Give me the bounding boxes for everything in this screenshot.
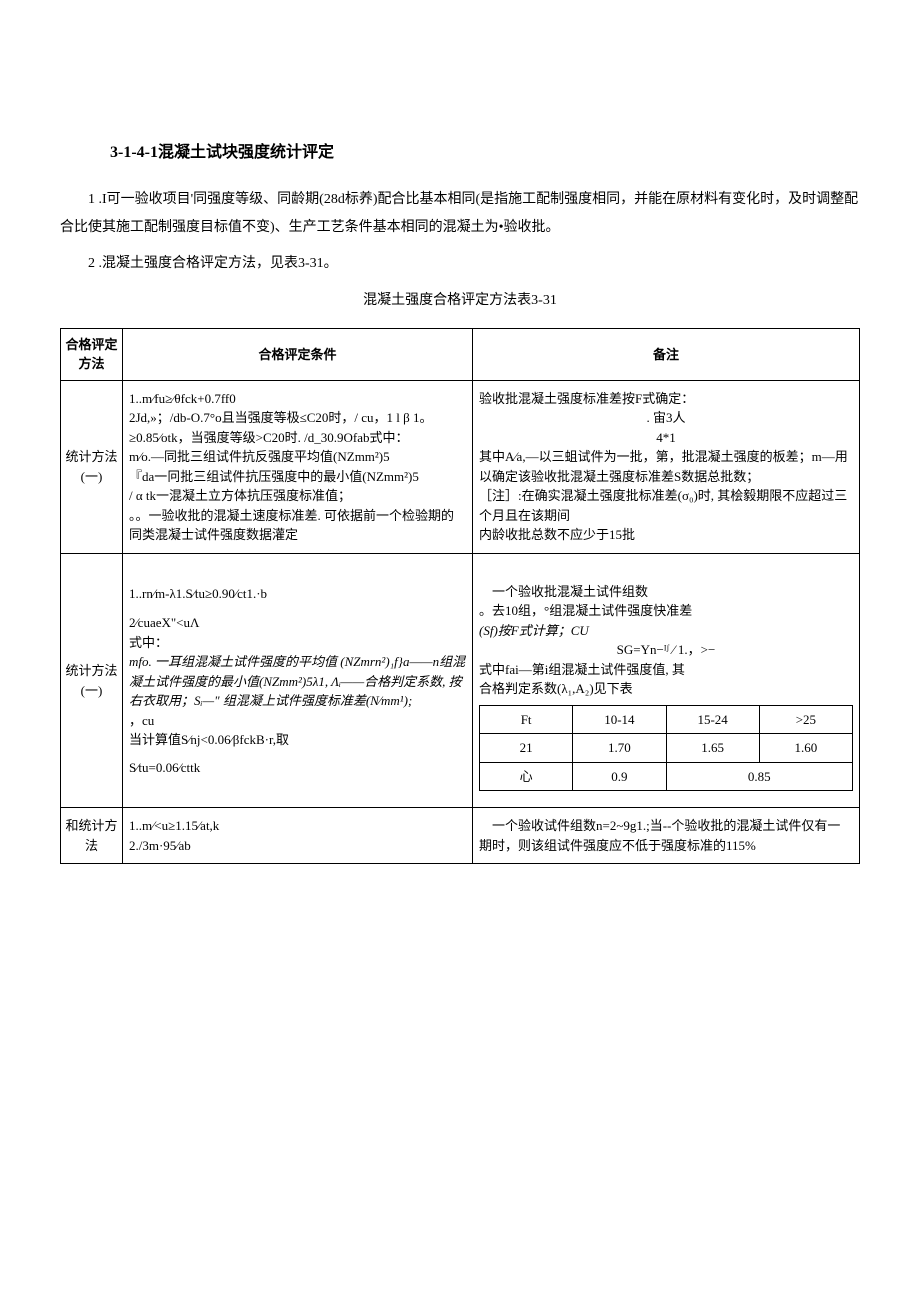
- row3-method: 和统计方法: [61, 808, 123, 864]
- header-condition: 合格评定条件: [123, 328, 473, 380]
- row1-cond-line5: / α tk一混凝土立方体抗压强度标准值；: [129, 486, 466, 506]
- inner-r1c3: 15-24: [666, 705, 759, 734]
- row2-cond-line2: 2⁄cuaeX"<uΛ: [129, 613, 466, 633]
- row1-cond-line6: 。。一验收批的混凝土速度标准差. 可依据前一个检验期的同类混凝士试件强度数据灌定: [129, 506, 466, 545]
- row1-cond-line4: 『da一冋批三组试件抗压强度中的最小值(NZmm²)5: [129, 467, 466, 487]
- row1-rem-line2: . 宙3人: [479, 408, 853, 428]
- row2-remarks: 一个验收批混凝土试件组数 。去10组，°组混凝土试件强度快准差 (Sf)按F式计…: [473, 553, 860, 808]
- coefficient-table: Ft 10-14 15-24 >25 21 1.70 1.65 1.60 心 0…: [479, 705, 853, 800]
- inner-r3c2: 0.9: [573, 762, 666, 791]
- row2-rem-line4: SG=Yn−ᴵᶴ ⁄ 1.，>−: [479, 640, 853, 660]
- row1-method: 统计方法(一): [61, 380, 123, 553]
- header-method: 合格评定方法: [61, 328, 123, 380]
- row1-rem-line5: ［注］:在确实混凝土强度批标准差(σ₀)时, 其桧毅期限不应超过三个月且在该期间: [479, 486, 853, 525]
- row2-cond-line4: mfo. 一耳组混凝土试件强度的平均值 (NZmrn²)₁f}a——n组混凝土试…: [129, 652, 466, 711]
- document-title: 3-1-4-1混凝土试块强度统计评定: [60, 140, 860, 166]
- inner-r3c3: 0.85: [666, 762, 853, 791]
- inner-r2c3: 1.65: [666, 734, 759, 763]
- header-remarks: 备注: [473, 328, 860, 380]
- inner-r3c1: 心: [480, 762, 573, 791]
- row2-rem-line5: 式中fai—第i组混凝土试件强度值, 其: [479, 660, 853, 680]
- row2-rem-line2: 。去10组，°组混凝土试件强度快准差: [479, 601, 853, 621]
- row2-condition: 1..rn⁄m-λ1.S⁄tu≥0.90⁄ct1.·b 2⁄cuaeX"<uΛ …: [123, 553, 473, 808]
- inner-r1c2: 10-14: [573, 705, 666, 734]
- row1-rem-line3: 4*1: [479, 428, 853, 448]
- row3-condition: 1..m⁄<u≥1.15⁄at,k 2./3m·95⁄ab: [123, 808, 473, 864]
- evaluation-method-table: 合格评定方法 合格评定条件 备注 统计方法(一) 1..m⁄fu≥⁄θfck+0…: [60, 328, 860, 865]
- inner-r2c1: 21: [480, 734, 573, 763]
- row1-remarks: 验收批混凝土强度标准差按F式确定： . 宙3人 4*1 其中A⁄a,—以三蛆试件…: [473, 380, 860, 553]
- row1-rem-line4: 其中A⁄a,—以三蛆试件为一批，第，批混凝土强度的板差；m—用以确定该验收批混凝…: [479, 447, 853, 486]
- row2-rem-line3: (Sf)按F式计算；CU: [479, 621, 853, 641]
- row3-remarks: 一个验收试件组数n=2~9g1.;当--个验收批的混凝土试件仅有一期时，则该组试…: [473, 808, 860, 864]
- inner-r2c4: 1.60: [759, 734, 852, 763]
- row3-cond-line1: 1..m⁄<u≥1.15⁄at,k: [129, 816, 466, 836]
- paragraph-2: 2 .混凝土强度合格评定方法，见表3-31。: [60, 250, 860, 278]
- row1-rem-line6: 内龄收批总数不应少于15批: [479, 525, 853, 545]
- table-caption: 混凝土强度合格评定方法表3-31: [60, 290, 860, 312]
- row2-cond-line7: S⁄tu=0.06⁄cttk: [129, 758, 466, 778]
- row3-cond-line2: 2./3m·95⁄ab: [129, 836, 466, 856]
- row1-cond-line3: m⁄o.—同批三组试件抗反强度平均值(NZmm²)5: [129, 447, 466, 467]
- row2-cond-line3: 式中：: [129, 633, 466, 653]
- row2-cond-line5: ，cu: [129, 711, 466, 731]
- row2-cond-line1: 1..rn⁄m-λ1.S⁄tu≥0.90⁄ct1.·b: [129, 584, 466, 604]
- inner-r1c4: >25: [759, 705, 852, 734]
- row2-method: 统计方法(一): [61, 553, 123, 808]
- inner-r2c2: 1.70: [573, 734, 666, 763]
- row2-cond-line6: 当计算值S⁄nj<0.06⁄βfckB·r,取: [129, 730, 466, 750]
- row2-rem-line1: 一个验收批混凝土试件组数: [479, 582, 853, 602]
- row1-cond-line1: 1..m⁄fu≥⁄θfck+0.7ff0: [129, 389, 466, 409]
- inner-r1c1: Ft: [480, 705, 573, 734]
- row3-rem-line1: 一个验收试件组数n=2~9g1.;当--个验收批的混凝土试件仅有一期时，则该组试…: [479, 816, 853, 855]
- row1-cond-line2: 2Jd,»；/db-O.7°o且当强度等极≤C20时，/ cu，1 l β 1。…: [129, 408, 466, 447]
- row1-condition: 1..m⁄fu≥⁄θfck+0.7ff0 2Jd,»；/db-O.7°o且当强度…: [123, 380, 473, 553]
- row1-rem-line1: 验收批混凝土强度标准差按F式确定：: [479, 389, 853, 409]
- paragraph-1: 1 .I可一验收项目'同强度等级、同龄期(28d标养)配合比基本相同(是指施工配…: [60, 186, 860, 242]
- row2-rem-line6: 合格判定系数(λ₁,A₂)见下表: [479, 679, 853, 699]
